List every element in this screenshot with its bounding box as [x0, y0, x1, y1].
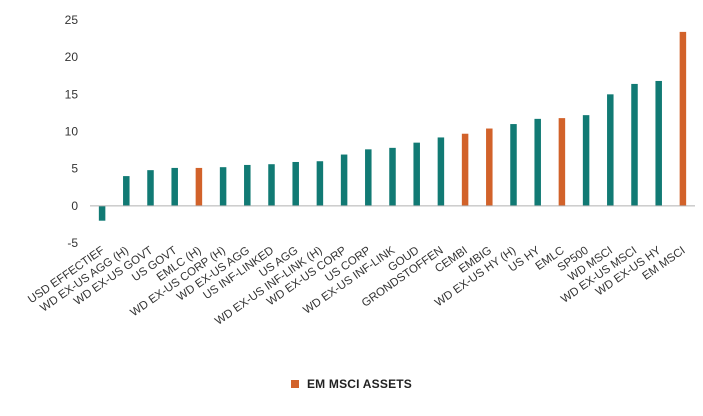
bar: [558, 118, 566, 206]
y-tick-label: 25: [65, 13, 79, 27]
y-tick-label: -5: [67, 236, 78, 250]
bar: [147, 170, 154, 206]
bar: [219, 167, 227, 206]
y-tick-label: 20: [65, 50, 79, 64]
bar: [486, 128, 493, 206]
legend-item-em-msci-assets: EM MSCI ASSETS: [290, 377, 413, 391]
bar: [123, 176, 130, 206]
bars-group: [98, 31, 687, 221]
bar: [510, 124, 517, 206]
bar: [195, 167, 203, 206]
y-tick-label: 10: [65, 125, 79, 139]
y-tick-label: 5: [71, 162, 78, 176]
bar: [679, 31, 687, 206]
y-tick-label: 15: [65, 87, 79, 101]
bar: [244, 164, 251, 206]
legend-swatch: [290, 380, 299, 388]
y-axis: -5 0 5 10 15 20 25: [65, 13, 79, 250]
bar: [340, 154, 348, 206]
bar: [631, 83, 638, 206]
bar: [534, 118, 541, 206]
bar: [171, 167, 178, 206]
bar: [316, 161, 324, 206]
bar: [98, 205, 106, 221]
bar: [389, 147, 396, 206]
legend-label: EM MSCI ASSETS: [306, 377, 413, 391]
bar: [437, 137, 445, 206]
bar: [582, 115, 590, 206]
bar: [268, 164, 275, 206]
legend: EM MSCI ASSETS: [0, 374, 703, 394]
bar: [607, 94, 614, 206]
bar: [655, 80, 662, 206]
bar: [413, 142, 420, 206]
bar: [292, 161, 299, 206]
y-tick-label: 0: [71, 199, 78, 213]
bar: [365, 149, 372, 206]
bar: [461, 133, 469, 206]
